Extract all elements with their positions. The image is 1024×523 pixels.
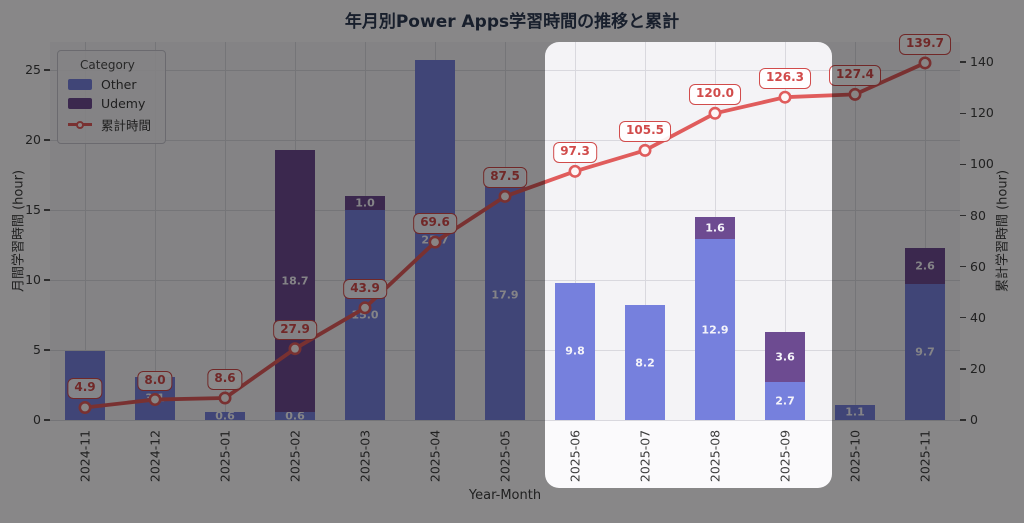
bar-value-label: 0.6	[285, 409, 305, 423]
bar-value-label: 8.2	[635, 356, 655, 370]
bar-value-label: 18.7	[281, 274, 309, 288]
x-tick-label: 2025-07	[637, 429, 653, 483]
x-tick-label: 2025-05	[497, 429, 513, 483]
x-tick-label: 2025-04	[427, 429, 443, 483]
x-tick-label: 2025-09	[777, 429, 793, 483]
y-tick-label-right: 40	[970, 309, 986, 325]
cumulative-annotation: 69.6	[413, 213, 457, 234]
y-tick-label-right: 60	[970, 258, 986, 274]
cumulative-annotation: 97.3	[553, 142, 597, 163]
x-tick-label: 2024-12	[147, 429, 163, 483]
cumulative-annotation: 127.4	[829, 65, 881, 86]
y-tick-label-left: 10	[25, 271, 41, 287]
y-tick-mark-right	[960, 317, 966, 319]
y-tick-label-left: 20	[25, 131, 41, 147]
legend-label-cumulative: 累計時間	[101, 118, 152, 133]
y-tick-mark-right	[960, 163, 966, 166]
bar-value-label: 1.0	[355, 196, 375, 210]
bar-value-label: 2.6	[915, 259, 935, 273]
x-tick-label: 2025-01	[217, 429, 233, 483]
legend-item-cumulative: 累計時間	[68, 115, 151, 134]
legend-label-other: Other	[101, 77, 137, 92]
y-tick-mark-right	[960, 214, 966, 217]
x-tick-label: 2025-11	[917, 429, 933, 483]
y-tick-mark-left	[44, 139, 50, 141]
cumulative-annotation: 43.9	[343, 278, 387, 300]
cumulative-annotation: 8.6	[207, 369, 243, 390]
y-tick-mark-left	[44, 349, 50, 351]
legend-item-other: Other	[68, 77, 151, 92]
cumulative-annotation: 139.7	[899, 33, 951, 55]
legend: Category Other Udemy 累計時間	[57, 50, 167, 144]
bar-value-label: 3.6	[775, 350, 795, 364]
y-tick-label-right: 140	[970, 53, 994, 69]
y-tick-mark-right	[960, 112, 966, 114]
bar-value-label: 12.9	[701, 323, 729, 337]
y-tick-mark-right	[960, 368, 966, 370]
y-tick-label-right: 120	[970, 105, 994, 121]
gridline-vertical	[855, 42, 856, 420]
bar-value-label: 9.7	[915, 345, 935, 359]
bar-value-label: 15.0	[351, 308, 379, 322]
legend-item-udemy: Udemy	[68, 96, 151, 111]
y-tick-label-right: 100	[970, 156, 994, 172]
legend-title: Category	[80, 58, 135, 72]
y-tick-label-right: 20	[970, 360, 986, 376]
cumulative-annotation: 87.5	[483, 167, 527, 188]
y-tick-mark-left	[44, 209, 50, 211]
y-tick-mark-left	[44, 279, 50, 281]
bar-value-label: 17.9	[491, 288, 519, 302]
cumulative-annotation: 8.0	[137, 370, 173, 392]
cumulative-annotation: 120.0	[689, 84, 741, 105]
cumulative-annotation: 126.3	[759, 68, 811, 89]
x-tick-label: 2024-11	[77, 429, 93, 483]
x-tick-label: 2025-02	[287, 429, 303, 483]
x-tick-label: 2025-08	[707, 429, 723, 483]
y-axis-label-right: 累計学習時間 (hour)	[995, 169, 1011, 293]
x-tick-label: 2025-10	[847, 429, 863, 483]
y-tick-label-left: 15	[25, 201, 41, 217]
bar-value-label: 9.8	[565, 344, 585, 358]
bar-value-label: 1.1	[845, 405, 865, 419]
y-tick-mark-right	[960, 265, 966, 268]
bar-value-label: 25.7	[421, 233, 449, 247]
y-tick-label-right: 0	[970, 411, 978, 427]
cumulative-annotation: 105.5	[619, 121, 671, 142]
gridline-vertical	[225, 42, 226, 420]
y-tick-label-right: 80	[970, 207, 986, 223]
bar-value-label: 2.7	[775, 394, 795, 408]
x-tick-label: 2025-03	[357, 429, 373, 483]
bar-value-label: 1.6	[705, 221, 725, 235]
y-tick-mark-right	[960, 61, 966, 63]
chart-title: 年月別Power Apps学習時間の推移と累計	[344, 12, 680, 32]
legend-label-udemy: Udemy	[101, 96, 146, 111]
y-tick-label-left: 0	[33, 411, 41, 427]
gridline-horizontal	[50, 420, 960, 421]
other-series-swatch	[68, 79, 92, 90]
y-tick-label-left: 5	[33, 341, 41, 357]
cumulative-annotation: 4.9	[67, 378, 103, 400]
bar-value-label: 0.6	[215, 409, 235, 423]
y-axis-label-left: 月間学習時間 (hour)	[11, 169, 27, 293]
y-tick-mark-right	[960, 419, 966, 421]
bar-segment-other	[275, 411, 315, 420]
bar-value-label: 3.1	[145, 391, 165, 405]
bar-segment-other	[205, 411, 245, 420]
udemy-series-swatch	[68, 98, 92, 109]
y-tick-mark-left	[44, 419, 50, 421]
x-axis-label: Year-Month	[468, 488, 542, 503]
y-tick-label-left: 25	[25, 61, 41, 77]
cumulative-line-swatch	[68, 120, 92, 129]
cumulative-annotation: 27.9	[273, 319, 317, 341]
x-tick-label: 2025-06	[567, 429, 583, 483]
cumulative-marker-icon	[76, 120, 84, 129]
y-tick-mark-left	[44, 69, 50, 71]
